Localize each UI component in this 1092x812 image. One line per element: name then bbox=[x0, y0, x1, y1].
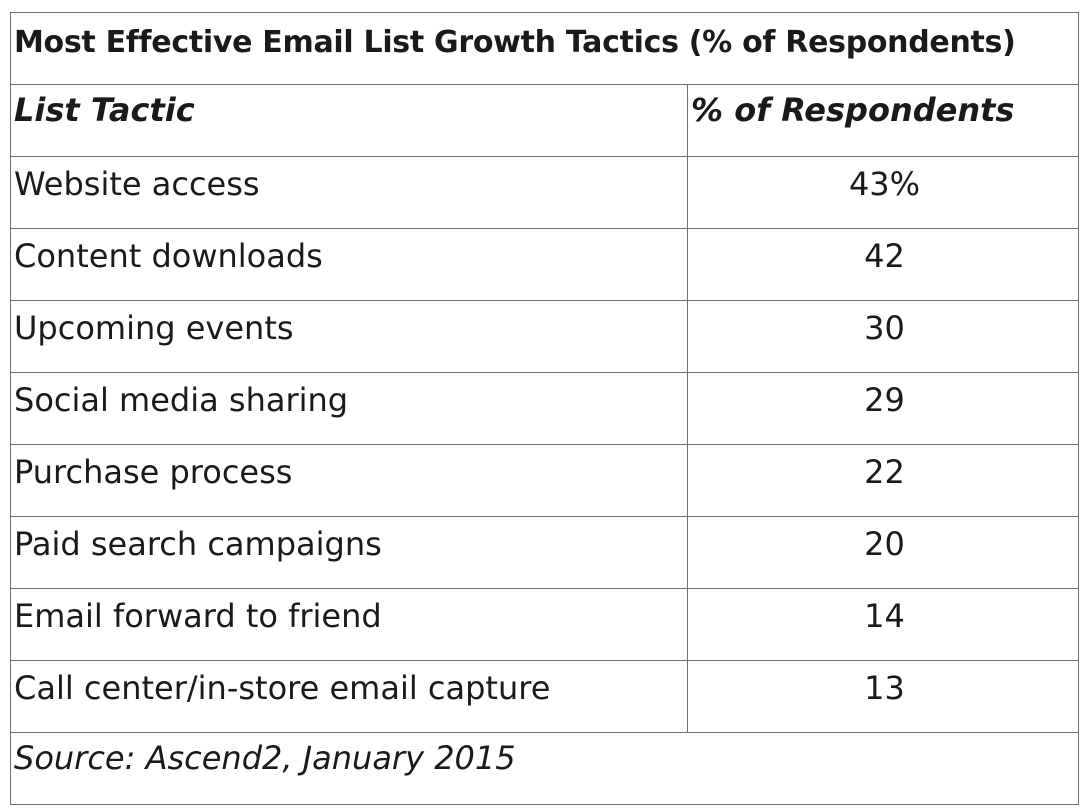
tactic-cell: Content downloads bbox=[10, 228, 688, 301]
header-row: List Tactic % of Respondents bbox=[10, 84, 1079, 157]
source-note: Source: Ascend2, January 2015 bbox=[10, 732, 1079, 805]
source-row: Source: Ascend2, January 2015 bbox=[10, 732, 1079, 805]
table-frame: Most Effective Email List Growth Tactics… bbox=[10, 12, 1079, 805]
table-row: Paid search campaigns 20 bbox=[10, 516, 1079, 589]
table-row: Content downloads 42 bbox=[10, 228, 1079, 301]
tactic-cell: Call center/in-store email capture bbox=[10, 660, 688, 733]
respondents-value-cell: 29 bbox=[687, 372, 1079, 445]
respondents-value-cell: 22 bbox=[687, 444, 1079, 517]
table-body: Website access 43% Content downloads 42 Upco… bbox=[10, 156, 1079, 733]
column-header-tactic: List Tactic bbox=[10, 84, 688, 157]
table-row: Website access 43% bbox=[10, 156, 1079, 229]
table-row: Call center/in-store email capture 13 bbox=[10, 660, 1079, 733]
tactic-cell: Purchase process bbox=[10, 444, 688, 517]
table-row: Upcoming events 30 bbox=[10, 300, 1079, 373]
data-table: Most Effective Email List Growth Tactics… bbox=[10, 12, 1079, 805]
respondents-value-cell: 42 bbox=[687, 228, 1079, 301]
table-row: Email forward to friend 14 bbox=[10, 588, 1079, 661]
title-row: Most Effective Email List Growth Tactics… bbox=[10, 12, 1079, 85]
tactic-cell: Social media sharing bbox=[10, 372, 688, 445]
column-header-respondents: % of Respondents bbox=[687, 84, 1079, 157]
table-title: Most Effective Email List Growth Tactics… bbox=[10, 12, 1079, 85]
table-row: Purchase process 22 bbox=[10, 444, 1079, 517]
respondents-value-cell: 30 bbox=[687, 300, 1079, 373]
tactic-cell: Upcoming events bbox=[10, 300, 688, 373]
respondents-value-cell: 20 bbox=[687, 516, 1079, 589]
respondents-value-cell: 13 bbox=[687, 660, 1079, 733]
tactic-cell: Website access bbox=[10, 156, 688, 229]
respondents-value-cell: 14 bbox=[687, 588, 1079, 661]
respondents-value-cell: 43% bbox=[687, 156, 1079, 229]
tactic-cell: Paid search campaigns bbox=[10, 516, 688, 589]
table-row: Social media sharing 29 bbox=[10, 372, 1079, 445]
tactic-cell: Email forward to friend bbox=[10, 588, 688, 661]
